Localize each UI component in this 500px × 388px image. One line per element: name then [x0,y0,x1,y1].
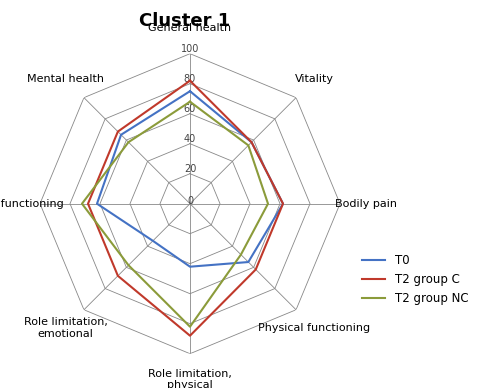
Text: 80: 80 [184,74,196,84]
Text: 60: 60 [184,104,196,114]
Text: 100: 100 [181,44,199,54]
Text: 40: 40 [184,134,196,144]
Legend: T0, T2 group C, T2 group NC: T0, T2 group C, T2 group NC [357,249,473,310]
Text: Cluster 1: Cluster 1 [140,12,230,29]
Text: 0: 0 [187,196,193,206]
Text: 20: 20 [184,164,196,174]
